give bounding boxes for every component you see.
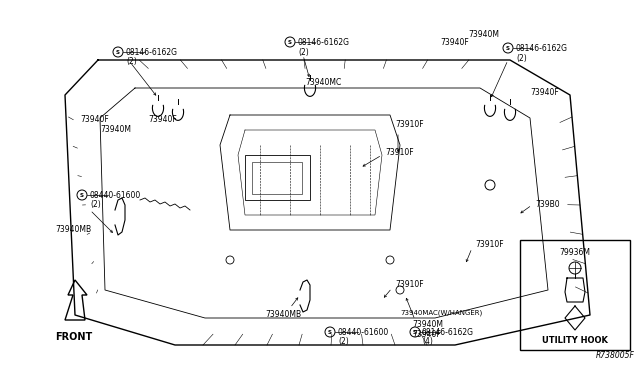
Text: 79936M: 79936M [559,248,591,257]
Text: 08146-6162G: 08146-6162G [422,328,474,337]
Text: 73940F: 73940F [412,330,441,339]
Text: UTILITY HOOK: UTILITY HOOK [542,336,608,345]
Text: 73940F: 73940F [80,115,109,124]
Text: (2): (2) [90,200,100,209]
Text: (2): (2) [338,337,349,346]
Text: 73940MAC(W/HANGER): 73940MAC(W/HANGER) [400,310,483,317]
Text: S: S [288,39,292,45]
Text: 73940MB: 73940MB [265,310,301,319]
Text: S: S [413,330,417,334]
Text: 73940MB: 73940MB [55,225,91,234]
Text: 73910F: 73910F [385,148,413,157]
Text: 73940F: 73940F [440,38,468,47]
Text: 08146-6162G: 08146-6162G [516,44,568,53]
Text: 08146-6162G: 08146-6162G [126,48,178,57]
Text: (2): (2) [298,48,308,57]
Text: 73910F: 73910F [395,280,424,289]
Text: 08440-61600: 08440-61600 [338,328,389,337]
Text: 73940MC: 73940MC [305,78,341,87]
Bar [252,162,302,194]
Bar [245,155,310,200]
Text: R738005F: R738005F [596,351,635,360]
Text: S: S [116,49,120,55]
Text: (4): (4) [422,337,433,346]
Text: (2): (2) [126,57,137,66]
Bar [520,240,630,350]
Text: 73940M: 73940M [412,320,443,329]
Text: 08440-61600: 08440-61600 [90,191,141,200]
Text: 739B0: 739B0 [535,200,559,209]
Text: 73910F: 73910F [475,240,504,249]
Text: 73940F: 73940F [530,88,559,97]
Text: 73940M: 73940M [100,125,131,134]
Text: 73910F: 73910F [395,120,424,129]
Text: S: S [328,330,332,334]
Text: FRONT: FRONT [55,332,92,342]
Text: S: S [506,45,510,51]
Text: (2): (2) [516,54,527,63]
Text: 73940M: 73940M [468,30,499,39]
Text: 73940F: 73940F [148,115,177,124]
Text: S: S [80,192,84,198]
Text: 08146-6162G: 08146-6162G [298,38,350,47]
